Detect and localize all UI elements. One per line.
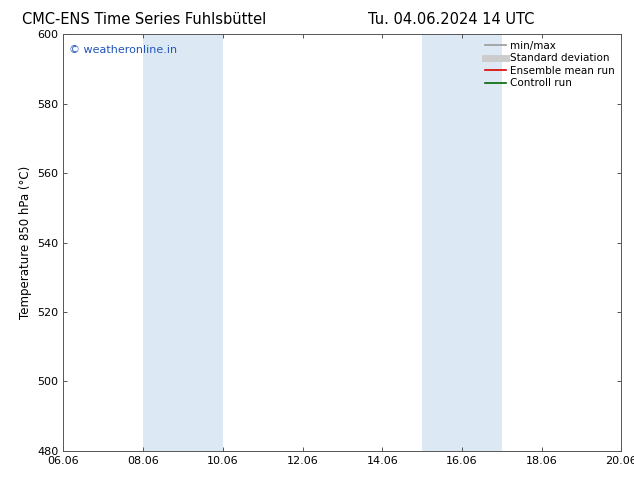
Text: Tu. 04.06.2024 14 UTC: Tu. 04.06.2024 14 UTC (368, 12, 534, 27)
Y-axis label: Temperature 850 hPa (°C): Temperature 850 hPa (°C) (19, 166, 32, 319)
Bar (422, 34, 501, 451)
Legend: min/max, Standard deviation, Ensemble mean run, Controll run: min/max, Standard deviation, Ensemble me… (481, 36, 619, 93)
Text: CMC-ENS Time Series Fuhlsbüttel: CMC-ENS Time Series Fuhlsbüttel (22, 12, 266, 27)
Text: © weatheronline.in: © weatheronline.in (69, 45, 177, 55)
Bar (143, 34, 223, 451)
